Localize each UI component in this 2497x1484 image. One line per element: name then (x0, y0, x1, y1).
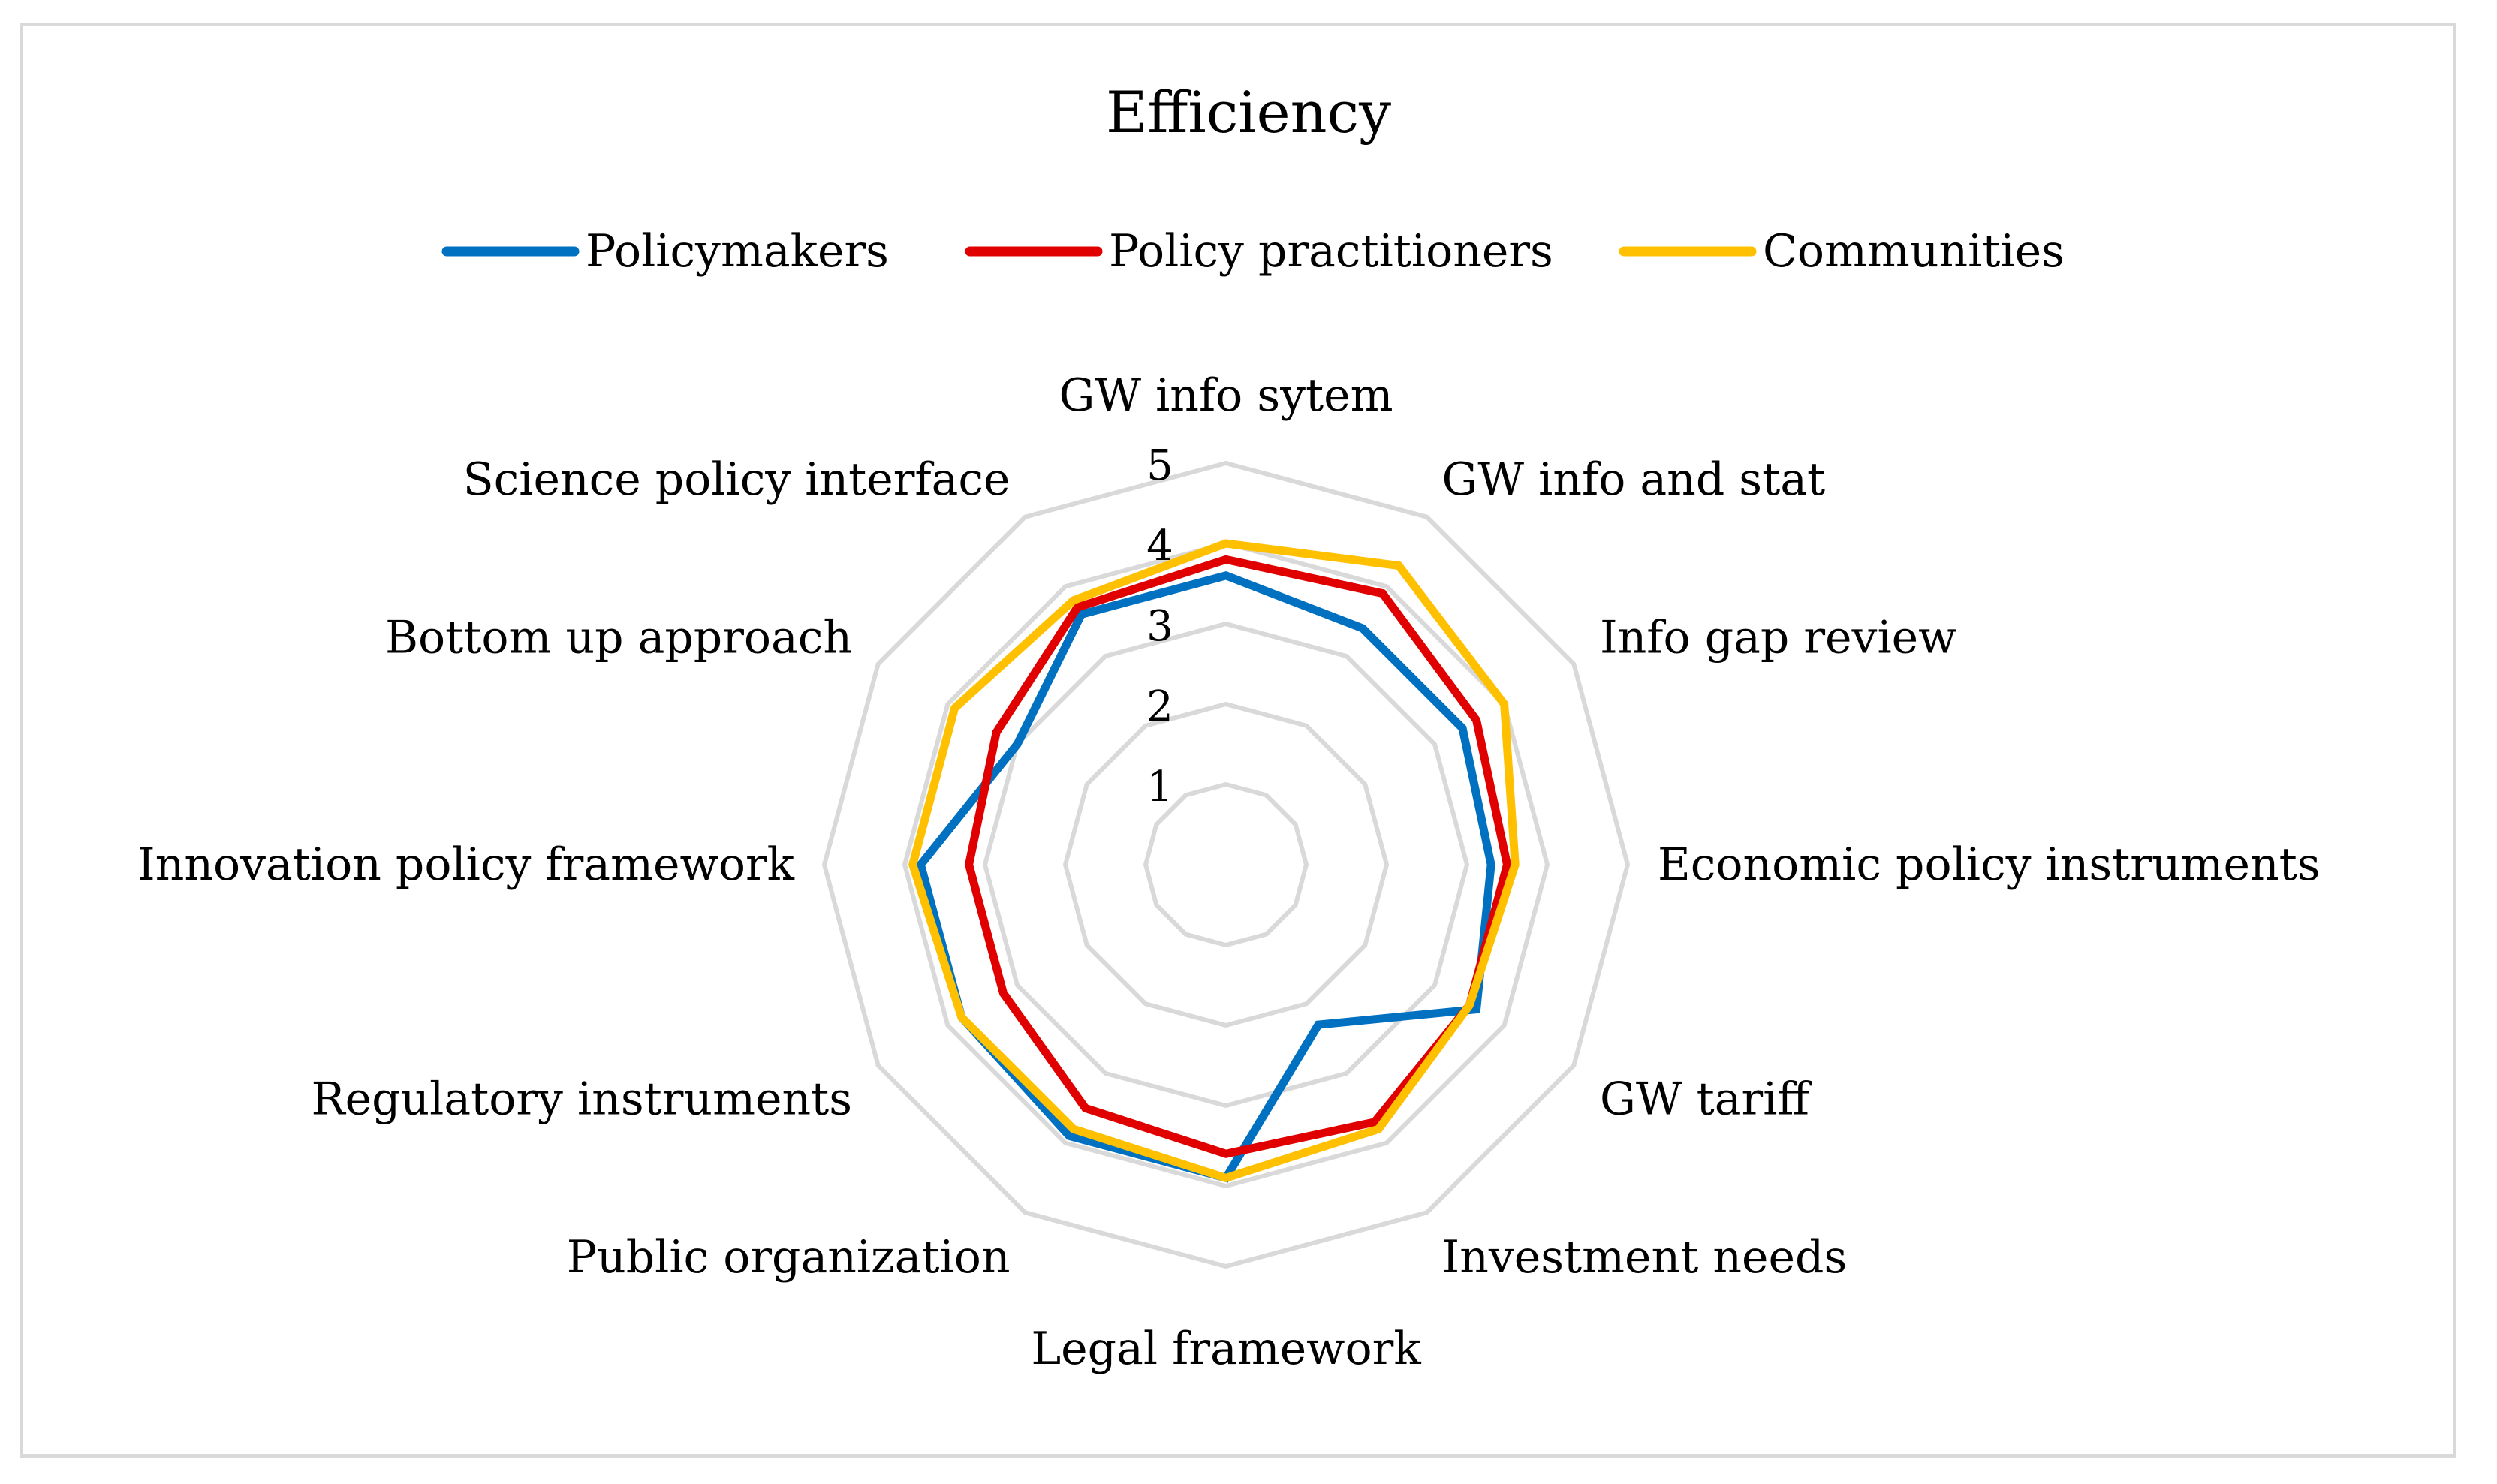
chart-title: Efficiency (1106, 79, 1391, 146)
category-label: Science policy interface (463, 453, 1011, 506)
tick-label: 4 (1146, 522, 1173, 570)
category-label: Bottom up approach (385, 612, 852, 664)
tick-labels: 1 2 3 4 5 (1146, 441, 1173, 811)
category-label: Innovation policy framework (137, 838, 795, 891)
tick-label: 3 (1146, 602, 1173, 651)
category-label: Legal framework (1031, 1323, 1421, 1375)
tick-label: 1 (1146, 763, 1173, 811)
series-line-2 (908, 539, 1520, 1183)
grid-ring-5 (821, 460, 1631, 1269)
category-label: GW info sytem (1059, 369, 1393, 422)
category-label: Economic policy instruments (1658, 838, 2321, 891)
grid-ring-2 (1062, 701, 1390, 1028)
grid-ring-3 (982, 621, 1470, 1109)
grid-ring-1 (1143, 781, 1309, 948)
legend-label: Policymakers (586, 225, 889, 278)
category-label: GW tariff (1600, 1073, 1812, 1126)
tick-label: 2 (1146, 682, 1173, 731)
category-label: Info gap review (1600, 612, 1957, 664)
radar-grid (821, 460, 1631, 1269)
legend-label: Policy practitioners (1109, 225, 1553, 278)
tick-label: 5 (1146, 441, 1173, 490)
series-line-1 (964, 555, 1512, 1158)
category-label: Investment needs (1442, 1231, 1848, 1284)
legend: Policymakers Policy practitioners Communit… (441, 225, 2065, 278)
chart-frame (20, 23, 2456, 1458)
category-labels: GW info sytem GW info and stat Info gap re… (137, 369, 2321, 1375)
category-label: Public organization (567, 1231, 1011, 1284)
category-label: GW info and stat (1442, 453, 1826, 506)
series-lines (908, 539, 1520, 1183)
category-label: Regulatory instruments (311, 1073, 852, 1126)
legend-label: Communities (1763, 225, 2065, 278)
